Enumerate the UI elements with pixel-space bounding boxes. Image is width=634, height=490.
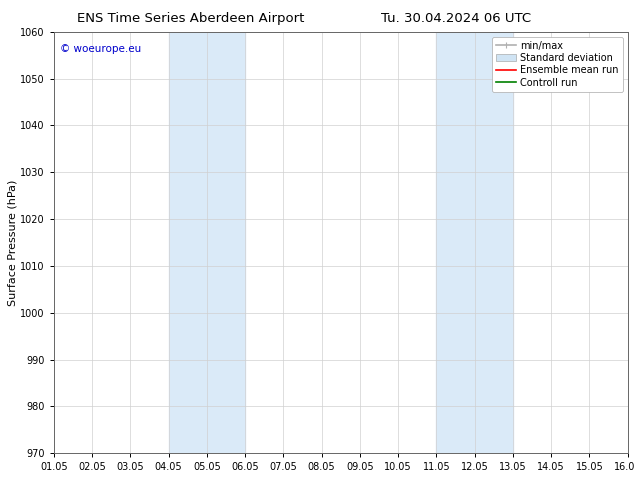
Text: ENS Time Series Aberdeen Airport: ENS Time Series Aberdeen Airport bbox=[77, 12, 304, 25]
Y-axis label: Surface Pressure (hPa): Surface Pressure (hPa) bbox=[8, 179, 18, 306]
Bar bbox=[436, 32, 513, 453]
Legend: min/max, Standard deviation, Ensemble mean run, Controll run: min/max, Standard deviation, Ensemble me… bbox=[492, 37, 623, 92]
Text: Tu. 30.04.2024 06 UTC: Tu. 30.04.2024 06 UTC bbox=[382, 12, 531, 25]
Text: © woeurope.eu: © woeurope.eu bbox=[60, 45, 141, 54]
Bar bbox=[169, 32, 245, 453]
